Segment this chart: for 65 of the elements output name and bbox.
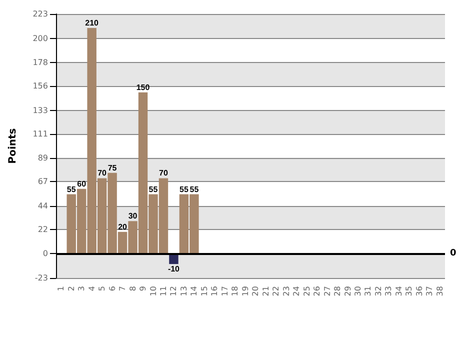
x-tick-label: 29	[343, 286, 352, 296]
x-tick-label: 17	[220, 286, 230, 296]
y-tick-label: 200	[32, 34, 48, 44]
x-tick-label: 23	[282, 286, 291, 296]
x-tick-label: 19	[240, 286, 250, 296]
data-label: 55	[148, 184, 158, 194]
x-tick-label: 18	[230, 286, 240, 296]
x-tick-label: 21	[261, 286, 270, 296]
x-tick-label: 11	[158, 286, 168, 296]
y-tick-label: 223	[32, 10, 48, 18]
data-label: 210	[85, 18, 100, 28]
x-tick-label: 24	[292, 286, 302, 296]
x-tick-label: 7	[118, 286, 128, 292]
data-label: 20	[118, 222, 128, 232]
x-tick-label: 35	[404, 286, 414, 296]
x-tick-label: 38	[435, 286, 444, 296]
x-tick-label: 20	[251, 286, 260, 296]
data-label: 150	[136, 82, 150, 92]
x-tick-label: 27	[322, 286, 332, 296]
x-tick-label: 9	[138, 286, 148, 292]
y-tick-label: 22	[38, 225, 48, 234]
y-tick-label: 178	[32, 58, 48, 67]
x-tick-label: 15	[200, 286, 209, 296]
x-tick-label: 13	[179, 286, 188, 296]
x-tick-label: 30	[353, 286, 362, 296]
data-label: 70	[159, 168, 168, 178]
x-tick-label: 32	[374, 286, 383, 296]
x-tick-label: 16	[210, 286, 220, 296]
x-tick-label: 28	[333, 286, 342, 296]
y-tick-label: -23	[34, 274, 48, 282]
x-tick-label: 8	[128, 286, 138, 292]
x-tick-label: 22	[272, 286, 281, 296]
x-tick-label: 2	[66, 286, 76, 292]
x-tick-label: 12	[169, 286, 178, 296]
y-tick-label: 133	[32, 106, 48, 116]
x-tick-label: 33	[384, 286, 394, 296]
x-tick-label: 31	[364, 286, 373, 296]
data-label: 30	[128, 212, 138, 221]
y-tick-label: 0	[42, 248, 48, 258]
y-axis-title: Points	[8, 128, 18, 164]
x-tick-label: 10	[148, 286, 158, 296]
y-tick-label: 111	[32, 130, 48, 139]
x-tick-label: 6	[108, 286, 117, 292]
y-tick-label: 156	[32, 81, 48, 90]
ref-line-label: 0	[450, 248, 456, 258]
x-tick-label: 5	[98, 286, 107, 292]
data-label: 55	[180, 184, 189, 194]
x-tick-label: 1	[56, 286, 66, 292]
data-label: 60	[77, 179, 87, 188]
x-tick-label: 26	[312, 286, 322, 296]
data-label: 75	[108, 163, 118, 172]
y-tick-label: 67	[38, 176, 48, 186]
y-tick-label: 89	[38, 153, 48, 162]
x-tick-label: 36	[414, 286, 424, 296]
data-label: 55	[66, 184, 76, 194]
y-tick-label: 44	[38, 202, 48, 211]
x-tick-label: 37	[425, 286, 434, 296]
data-label: -10	[168, 264, 180, 274]
x-tick-label: 14	[190, 286, 199, 296]
x-tick-label: 34	[394, 286, 404, 296]
x-tick-label: 3	[77, 286, 86, 292]
x-tick-label: 25	[302, 286, 312, 296]
data-label: 55	[190, 184, 200, 194]
x-tick-label: 4	[87, 286, 96, 292]
data-label: 70	[98, 168, 108, 178]
